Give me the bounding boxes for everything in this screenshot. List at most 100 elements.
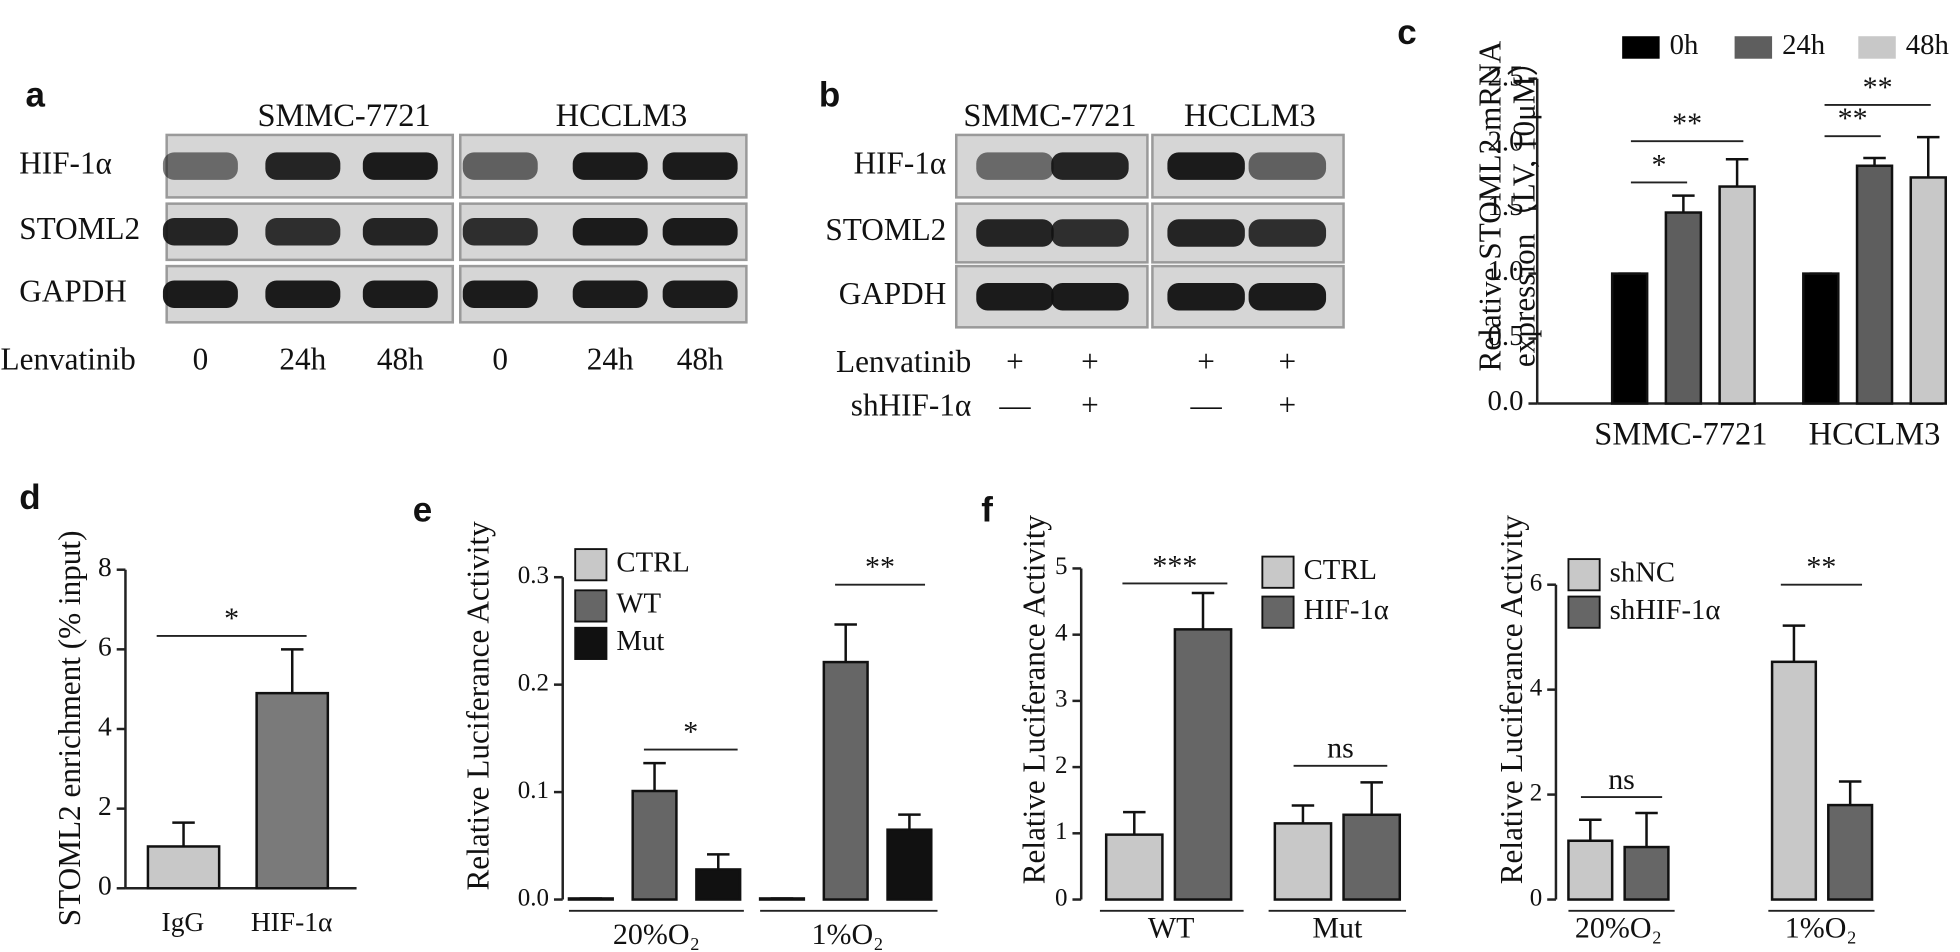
bar	[1104, 833, 1164, 901]
y-tick-label: 8	[98, 552, 112, 582]
lane-label: +	[1081, 344, 1099, 379]
legend-label: HIF-1α	[1304, 594, 1389, 626]
blot-band	[662, 218, 738, 246]
error-bar	[280, 648, 304, 694]
x-tick-label: 1%O₂	[812, 918, 884, 951]
blot-band	[1167, 282, 1245, 311]
y-axis-label: STOML2 enrichment (% input)	[52, 531, 87, 927]
significance-label: *	[683, 715, 698, 748]
bar	[1664, 211, 1703, 405]
y-tick-label: 0.3	[518, 562, 549, 589]
treatment-label: Lenvatinib	[1, 341, 136, 376]
y-tick-label: 3	[1055, 686, 1067, 713]
lane-label: 24h	[279, 341, 326, 376]
y-tick-label: 1	[1055, 818, 1067, 845]
blot-band	[976, 282, 1054, 311]
lane-label: 0	[492, 341, 508, 376]
blot-band	[265, 218, 341, 246]
bar	[1342, 813, 1402, 901]
bar	[631, 789, 678, 901]
y-tick-label: 0.1	[518, 777, 549, 804]
bar	[1909, 176, 1947, 405]
error-bar	[1725, 158, 1749, 187]
legend-label: Mut	[616, 625, 664, 657]
y-tick-label: 0.2	[518, 669, 549, 696]
blot-band	[162, 218, 238, 246]
blot-row-label: HIF-1α	[19, 145, 112, 180]
significance-label: **	[1838, 102, 1868, 135]
legend-label: 48h	[1906, 29, 1949, 61]
x-tick-label: SMMC-7721	[1594, 417, 1767, 453]
error-bar	[898, 813, 921, 830]
treatment-label: shHIF-1α	[851, 388, 971, 423]
error-bar	[834, 623, 857, 663]
cell-line-label: SMMC-7721	[963, 98, 1136, 134]
error-bar	[1838, 780, 1862, 806]
legend-label: shHIF-1α	[1610, 594, 1721, 626]
error-bar	[1360, 781, 1383, 815]
y-axis-label: Relative STOML2 mRNA	[1473, 40, 1508, 371]
y-tick-label: 2	[98, 791, 112, 821]
y-tick-label: 6	[98, 632, 112, 662]
cell-line-label: HCCLM3	[1184, 98, 1316, 134]
error-bar	[172, 821, 195, 847]
error-bar	[1291, 804, 1315, 824]
legend-label: CTRL	[1304, 554, 1377, 586]
blot-band	[662, 280, 738, 308]
y-tick-label: 2.5	[1488, 60, 1524, 92]
blot-band	[162, 152, 238, 180]
legend-swatch	[1567, 595, 1601, 629]
significance-label: **	[1806, 551, 1836, 584]
x-tick-label: 20%O₂	[1575, 912, 1662, 945]
y-tick-label: 4	[98, 711, 112, 741]
lane-label: +	[1006, 344, 1024, 379]
blot-row-label: STOML2	[825, 212, 946, 247]
y-tick-label: 0	[1530, 884, 1542, 911]
blot-band	[662, 152, 738, 180]
blot-band	[976, 152, 1054, 180]
blot-row-label: GAPDH	[839, 276, 947, 311]
error-bar	[1782, 624, 1806, 662]
significance-label: **	[1672, 107, 1702, 140]
y-tick-label: 4	[1530, 674, 1543, 701]
bar	[1827, 803, 1874, 901]
bar	[822, 660, 869, 901]
y-tick-label: 0.0	[1488, 385, 1524, 417]
blot-band	[1167, 219, 1245, 247]
y-axis-label: expression（LV, 10μM）	[1506, 45, 1541, 367]
y-tick-label: 2	[1055, 752, 1067, 779]
bar	[1802, 272, 1840, 405]
significance-label: ns	[1608, 763, 1635, 796]
x-tick-label: WT	[1148, 912, 1195, 945]
significance-label: ***	[1152, 549, 1197, 582]
blot-band	[462, 280, 538, 308]
x-tick-label: HIF-1α	[251, 907, 333, 937]
blot-band	[1167, 152, 1245, 180]
legend-swatch	[1261, 555, 1295, 589]
cell-line-label: SMMC-7721	[257, 98, 430, 134]
y-axis-label: Relative Luciferance Activity	[1494, 515, 1529, 885]
bar	[255, 691, 330, 890]
blot-row-label: HIF-1α	[854, 145, 947, 180]
bar	[146, 845, 221, 890]
panel-label: e	[413, 490, 432, 529]
y-tick-label: 1.5	[1488, 190, 1524, 222]
legend-swatch	[574, 626, 608, 660]
bar	[1173, 628, 1233, 901]
error-bar	[1191, 591, 1215, 630]
y-tick-label: 0.5	[1488, 320, 1524, 352]
y-tick-label: 4	[1055, 619, 1068, 646]
blot-band	[1051, 219, 1129, 247]
panel-label: c	[1397, 13, 1416, 52]
y-tick-label: 0	[1055, 884, 1067, 911]
blot-band	[362, 218, 438, 246]
legend-label: 0h	[1670, 29, 1699, 61]
panel-label: a	[26, 76, 46, 115]
error-bar	[1917, 135, 1940, 178]
x-tick-label: HCCLM3	[1809, 417, 1941, 453]
panel-label: b	[819, 76, 840, 115]
legend-label: WT	[616, 588, 661, 620]
y-tick-label: 2	[1530, 779, 1542, 806]
